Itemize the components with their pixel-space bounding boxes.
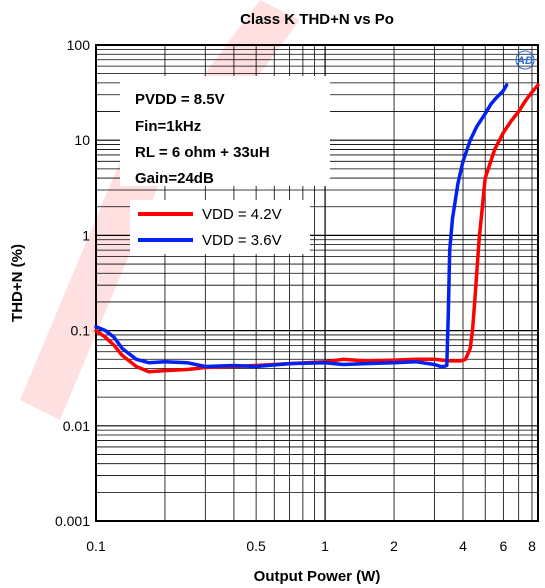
legend-label-4v2: VDD = 4.2V — [202, 206, 282, 223]
x-tick-label: 8 — [528, 538, 536, 554]
plot-frame — [95, 44, 539, 522]
y-tick-label: 0.01 — [63, 418, 90, 434]
x-tick-label: 6 — [499, 538, 507, 554]
series-line-0 — [94, 83, 540, 374]
x-tick-labels: 0.1 0.5 1 2 4 6 8 — [86, 538, 536, 554]
x-tick-label: 2 — [390, 538, 398, 554]
grid — [95, 45, 538, 522]
annotation-box — [120, 76, 330, 186]
annotation-rl: RL = 6 ohm + 33uH — [135, 144, 270, 161]
logo-circle — [515, 50, 535, 70]
y-tick-labels: 0.001 0.01 0.1 1 10 100 — [55, 37, 90, 529]
y-axis-label: THD+N (%) — [9, 244, 26, 322]
x-tick-label: 0.1 — [86, 538, 106, 554]
y-tick-label: 0.1 — [71, 323, 91, 339]
chart-title: Class K THD+N vs Po — [240, 11, 394, 28]
annotation-gain: Gain=24dB — [135, 170, 214, 187]
x-tick-label: 4 — [459, 538, 467, 554]
x-axis-label: Output Power (W) — [254, 568, 381, 585]
annotation-fin: Fin=1kHz — [135, 118, 201, 135]
annotation-pvdd: PVDD = 8.5V — [135, 91, 225, 108]
series-line-1 — [94, 83, 509, 369]
y-tick-label: 1 — [82, 227, 90, 243]
legend-label-3v6: VDD = 3.6V — [202, 232, 282, 249]
x-tick-label: 1 — [321, 538, 329, 554]
y-tick-label: 10 — [74, 132, 90, 148]
y-tick-label: 100 — [67, 37, 91, 53]
logo-text: AD — [516, 55, 533, 67]
series-layer — [94, 83, 540, 374]
y-tick-label: 0.001 — [55, 513, 90, 529]
legend-box — [130, 200, 310, 254]
x-tick-label: 0.5 — [246, 538, 266, 554]
